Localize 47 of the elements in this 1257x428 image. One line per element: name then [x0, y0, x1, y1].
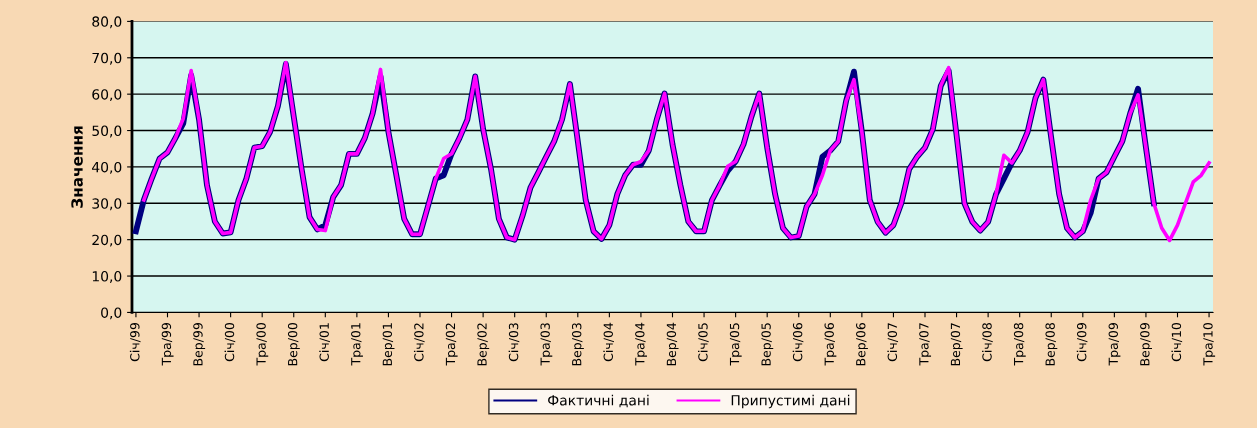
x-tick-label: Січ/05	[698, 323, 709, 362]
x-tick-label: Вер/04	[666, 322, 679, 366]
y-axis-title: Значення	[71, 126, 83, 208]
y-tick-label: 60,0	[92, 89, 122, 102]
x-tick-label: Січ/07	[887, 323, 899, 362]
x-tick-label: Тра/02	[445, 323, 458, 366]
legend-label: Фактичні дані	[548, 394, 649, 408]
x-tick-label: Тра/04	[635, 322, 647, 366]
x-tick-label: Вер/07	[950, 323, 963, 366]
x-tick-label: Січ/02	[413, 323, 425, 362]
x-tick-label: Січ/99	[129, 323, 141, 362]
x-tick-label: Січ/10	[1171, 322, 1183, 362]
x-tick-label: Січ/01	[319, 323, 330, 362]
y-tick-label: 0,0	[101, 307, 122, 320]
x-tick-label: Вер/02	[477, 323, 490, 366]
x-tick-label: Тра/06	[824, 322, 837, 366]
x-tick-label: Тра/00	[256, 322, 269, 366]
x-tick-label: Січ/00	[224, 322, 236, 362]
y-tick-label: 70,0	[92, 52, 122, 65]
y-tick-label: 30,0	[92, 198, 122, 211]
y-tick-label: 80,0	[92, 16, 122, 29]
x-tick-label: Вер/03	[571, 323, 584, 366]
y-tick-label: 40,0	[92, 161, 122, 174]
x-tick-label: Тра/07	[919, 323, 932, 366]
y-tick-label: 50,0	[92, 125, 122, 138]
x-tick-label: Вер/06	[856, 322, 868, 366]
x-tick-label: Тра/99	[161, 323, 174, 366]
x-tick-label: Вер/05	[761, 323, 774, 366]
x-tick-label: Тра/09	[1108, 323, 1121, 366]
y-tick-label: 10,0	[92, 271, 122, 283]
y-tick-label: 20,0	[92, 234, 122, 247]
x-tick-label: Вер/99	[193, 323, 206, 366]
x-tick-label: Вер/08	[1045, 323, 1058, 366]
x-tick-label: Тра/01	[351, 323, 363, 366]
x-tick-label: Січ/06	[792, 322, 804, 362]
x-tick-label: Січ/03	[508, 323, 520, 362]
x-tick-label: Вер/09	[1140, 323, 1152, 366]
x-tick-label: Вер/01	[382, 323, 395, 366]
x-tick-label: Вер/00	[287, 322, 300, 366]
x-tick-label: Тра/05	[729, 323, 742, 366]
x-tick-label: Січ/09	[1076, 323, 1088, 362]
x-tick-label: Січ/08	[982, 323, 993, 362]
x-tick-label: Тра/08	[1013, 323, 1026, 366]
legend-label: Припустимі дані	[731, 394, 850, 409]
x-tick-label: Тра/10	[1203, 322, 1216, 366]
x-tick-label: Січ/04	[603, 322, 614, 362]
x-tick-label: Тра/03	[540, 323, 553, 366]
